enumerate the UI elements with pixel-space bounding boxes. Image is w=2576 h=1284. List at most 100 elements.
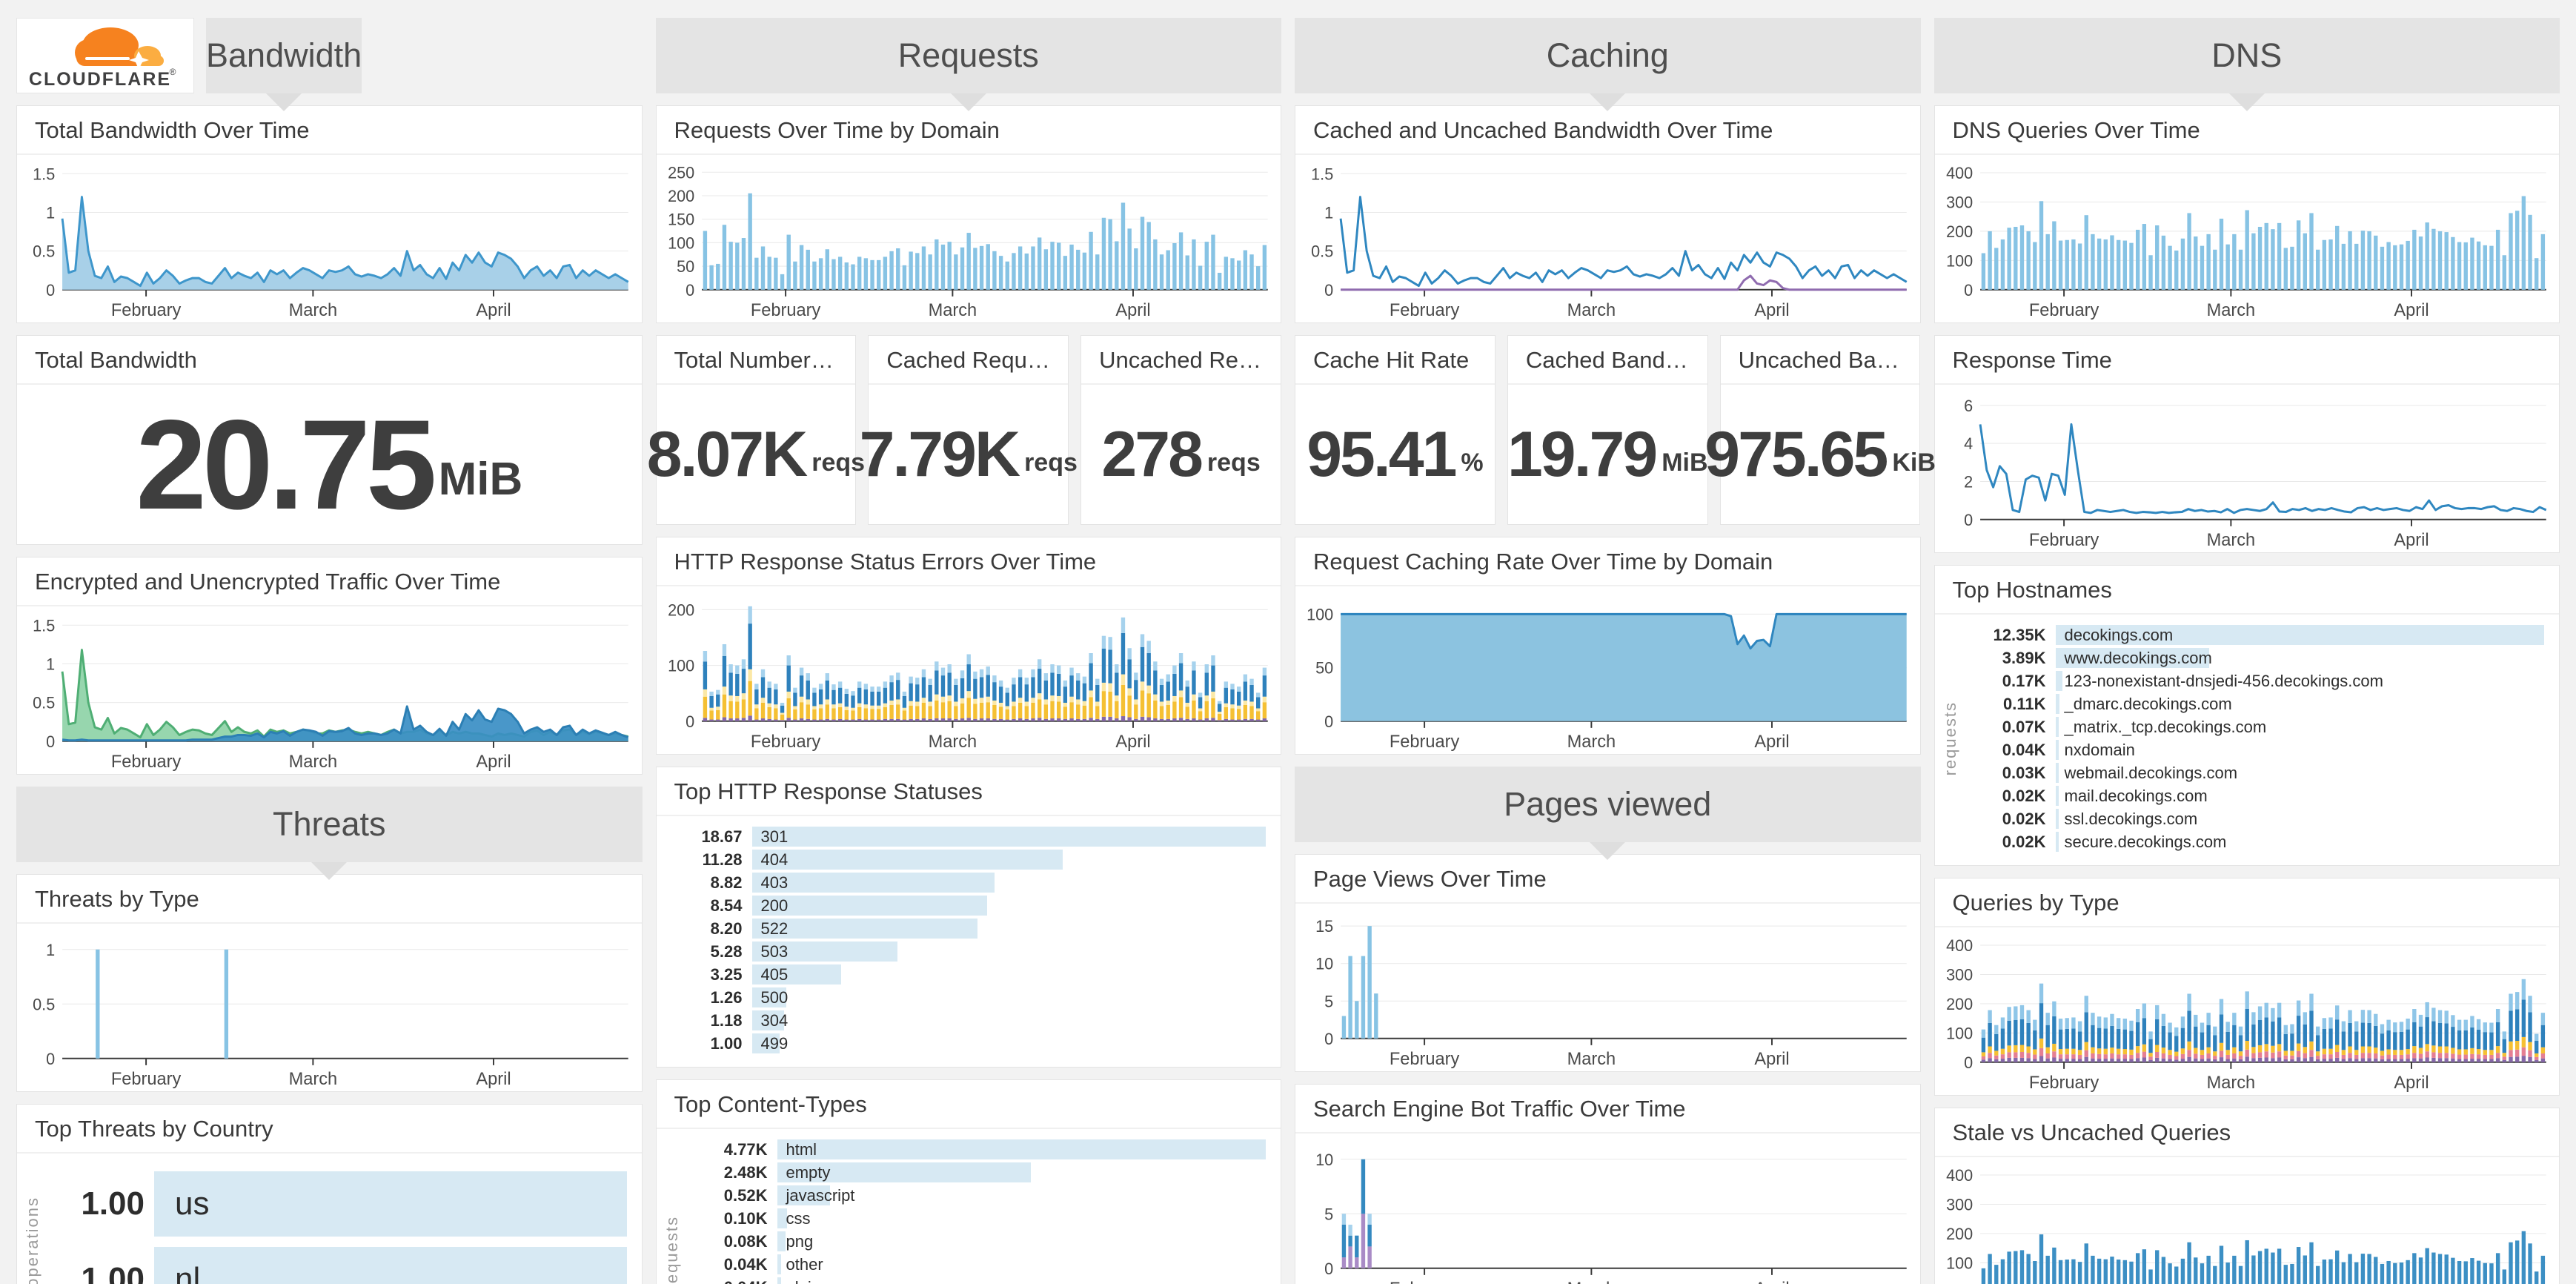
page-views-chart[interactable]: 0 5 10 15 February March April [1295,904,1920,1071]
card-dns-queries: DNS Queries Over Time 0 100 200 300 400 Febru… [1933,105,2560,323]
top-content-types-list[interactable]: 4.77K html 2.48K empty 0.52K javascript 0.10K c… [685,1136,1267,1284]
requests-over-time-chart[interactable]: 0 50 100 150 200 250 February March April [657,155,1281,322]
item-label: 405 [760,965,789,984]
svg-text:1.5: 1.5 [33,616,55,635]
list-item[interactable]: 1.18 304 [660,1010,1267,1030]
item-label: other [786,1255,823,1274]
http-errors-chart[interactable]: 0 100 200 February March April [657,586,1281,754]
cached-uncached-bandwidth-chart[interactable]: 0 0.5 1 1.5 February March April [1295,155,1920,322]
list-item[interactable]: 0.04K other [685,1254,1267,1274]
uncached-bandwidth-stat: 975.65 KiB [1704,385,1936,524]
card-title: Requests Over Time by Domain [656,106,1281,155]
stat-unit: reqs [1206,448,1261,477]
item-bar: www.decokings.com [2055,648,2545,668]
svg-text:March: March [289,1069,338,1089]
list-item[interactable]: 8.20 522 [660,919,1267,939]
list-item[interactable]: 18.67 301 [660,827,1266,847]
bot-traffic-chart[interactable]: 0 5 10 February March April [1295,1134,1920,1284]
item-label: decokings.com [2064,626,2174,644]
svg-text:100: 100 [1307,605,1333,623]
item-value: 0.11K [2003,694,2046,713]
cloudflare-logo[interactable]: CLOUDFLARE ® [16,18,194,93]
response-time-chart[interactable]: 0 2 4 6 February March April [1935,385,2560,552]
card-title: Encrypted and Unencrypted Traffic Over T… [17,557,642,606]
section-header-requests: Requests [655,18,1281,93]
stat-value: 8.07K [646,418,808,490]
list-item[interactable]: 8.54 200 [660,896,1267,916]
list-item[interactable]: 0.02K secure.decokings.com [1963,832,2545,852]
svg-text:February: February [2028,530,2099,550]
item-value: 1.00 [81,1185,145,1222]
svg-text:0: 0 [1324,1260,1333,1278]
top-threats-list[interactable]: 1.00 us 1.00 nl [45,1161,627,1284]
item-label: png [786,1232,814,1251]
svg-text:April: April [2394,530,2429,550]
stat-unit: reqs [1024,448,1078,477]
item-label: 301 [760,827,789,846]
column-requests: Requests Requests Over Time by Domain 0 5… [647,18,1281,1284]
encrypted-traffic-chart[interactable]: 0 0.5 1 1.5 February March April [17,606,642,774]
stat-value: 7.79K [859,418,1020,490]
list-item[interactable]: 0.52K javascript [685,1185,1267,1205]
item-bar: _matrix._tcp.decokings.com [2055,717,2545,737]
item-value: 0.04K [2002,740,2046,759]
request-caching-rate-chart[interactable]: 0 50 100 February March April [1295,586,1920,754]
stat-value: 278 [1101,418,1203,490]
card-title: Total Bandwidth Over Time [17,106,642,155]
section-header-threats-label: Threats [272,805,386,843]
list-item[interactable]: 4.77K html [685,1139,1266,1159]
item-bar: javascript [777,1185,1267,1205]
list-item[interactable]: 8.82 403 [660,873,1267,893]
list-item[interactable]: 1.00 nl [45,1247,627,1284]
svg-text:March: March [1567,300,1616,320]
threats-by-type-chart[interactable]: 0 0.5 1 February March April [17,924,642,1091]
list-item[interactable]: 0.02K mail.decokings.com [1963,786,2545,806]
total-bandwidth-over-time-chart[interactable]: 0 0.5 1 1.5 February March April [17,155,642,322]
section-header-threats: Threats [16,787,643,862]
svg-text:April: April [476,752,511,772]
list-item[interactable]: 2.48K empty [685,1162,1267,1182]
card-top-http-statuses: Top HTTP Response Statuses 18.67 301 11.28… [655,767,1281,1068]
list-item[interactable]: 3.25 405 [660,964,1267,984]
list-item[interactable]: 0.02K ssl.decokings.com [1963,809,2545,829]
item-bar: mail.decokings.com [2055,786,2545,806]
list-item[interactable]: 5.28 503 [660,942,1267,962]
list-item[interactable]: 0.03K webmail.decokings.com [1963,763,2545,783]
list-item[interactable]: 0.11K _dmarc.decokings.com [1963,694,2545,714]
svg-text:100: 100 [1946,251,1973,270]
list-item[interactable]: 0.08K png [685,1231,1267,1251]
svg-text:0.5: 0.5 [33,693,55,712]
dns-queries-chart[interactable]: 0 100 200 300 400 February March April [1935,155,2560,322]
stat-unit: KiB [1892,448,1936,477]
top-hostnames-list-wrap: requests 12.35K decokings.com 3.89K www.dec… [1935,615,2560,865]
list-item[interactable]: 1.00 499 [660,1033,1267,1053]
svg-text:2: 2 [1964,472,1973,491]
item-label: 499 [760,1034,789,1053]
list-item[interactable]: 0.10K css [685,1208,1267,1228]
list-item[interactable]: 0.17K 123-nonexistant-dnsjedi-456.decokin… [1963,671,2545,691]
item-label: 200 [760,896,789,915]
svg-text:February: February [1390,1049,1460,1069]
svg-text:March: March [928,732,977,752]
list-item[interactable]: 1.00 us [45,1171,627,1237]
list-item[interactable]: 0.04K nxdomain [1963,740,2545,760]
list-item[interactable]: 11.28 404 [660,850,1267,870]
list-item[interactable]: 3.89K www.decokings.com [1963,648,2545,668]
top-threats-list-wrap: operations 1.00 us 1.00 nl [17,1154,642,1284]
svg-text:March: March [2206,1073,2255,1093]
top-statuses-list[interactable]: 18.67 301 11.28 404 8.82 403 8.54 200 8.20 522 5.2… [660,824,1267,1056]
list-item[interactable]: 0.04Kplain [685,1277,1267,1284]
item-value: 12.35K [1993,625,2046,644]
list-item[interactable]: 0.07K _matrix._tcp.decokings.com [1963,717,2545,737]
item-bar: 522 [751,919,1267,939]
cached-requests-stat: 7.79K reqs [860,385,1078,524]
card-cached-uncached-bandwidth: Cached and Uncached Bandwidth Over Time … [1295,105,1921,323]
svg-text:February: February [1390,1279,1460,1284]
top-hostnames-list[interactable]: 12.35K decokings.com 3.89K www.decokings.co… [1963,622,2545,855]
list-item[interactable]: 12.35K decokings.com [1963,625,2544,645]
svg-text:April: April [1754,1049,1789,1069]
svg-text:100: 100 [668,234,694,252]
list-item[interactable]: 1.26 500 [660,987,1267,1007]
queries-by-type-chart[interactable]: 0 100 200 300 400 February March April [1935,927,2560,1095]
